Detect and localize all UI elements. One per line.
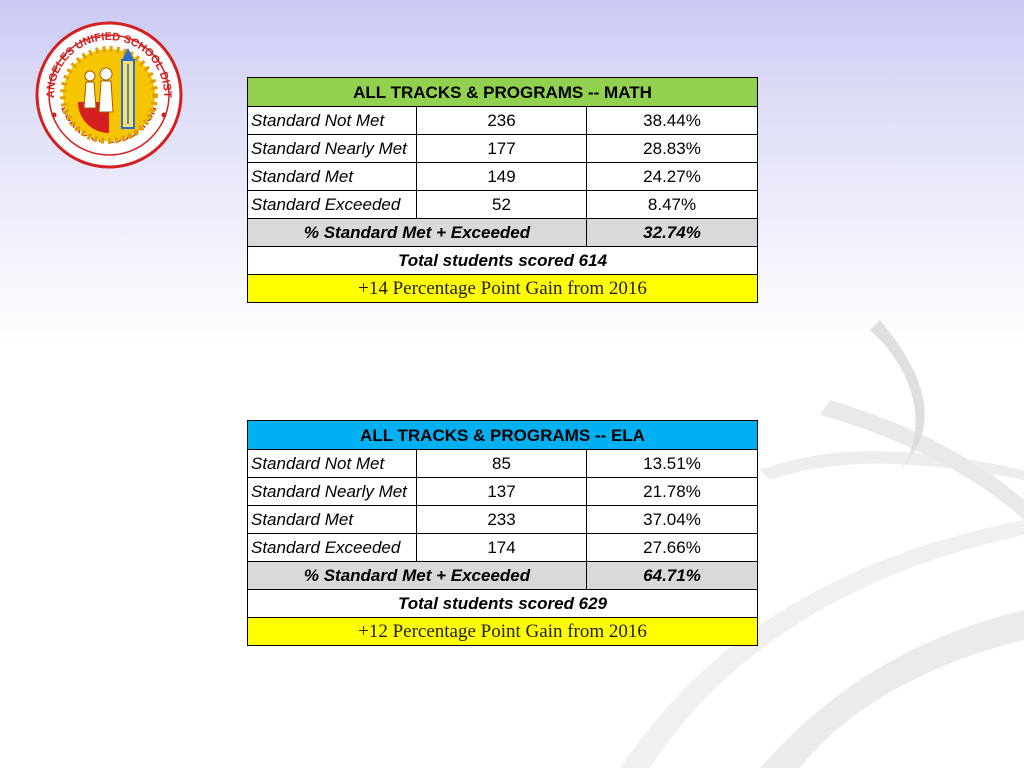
row-percent: 28.83% xyxy=(585,134,759,163)
table-row: Standard Not Met 85 13.51% xyxy=(247,449,759,478)
row-count: 137 xyxy=(416,477,587,506)
table-header-row: ALL TRACKS & PROGRAMS -- MATH xyxy=(246,77,759,107)
gain-text: +14 Percentage Point Gain from 2016 xyxy=(246,274,759,303)
row-percent: 37.04% xyxy=(585,505,759,534)
row-label: Standard Not Met xyxy=(247,106,417,135)
table-row: Standard Met 233 37.04% xyxy=(247,505,759,534)
row-count: 236 xyxy=(416,106,587,135)
row-percent: 8.47% xyxy=(585,190,759,219)
row-percent: 27.66% xyxy=(585,533,759,562)
math-results-table: ALL TRACKS & PROGRAMS -- MATH Standard N… xyxy=(246,77,759,303)
met-exceeded-value: 32.74% xyxy=(585,218,759,247)
met-exceeded-row: % Standard Met + Exceeded 64.71% xyxy=(247,561,759,590)
total-students: Total students scored 614 xyxy=(246,246,759,275)
row-count: 85 xyxy=(416,449,587,478)
total-row: Total students scored 614 xyxy=(246,246,759,275)
ela-results-table: ALL TRACKS & PROGRAMS -- ELA Standard No… xyxy=(246,420,759,646)
row-label: Standard Nearly Met xyxy=(247,134,417,163)
row-label: Standard Exceeded xyxy=(247,533,417,562)
table-header-row: ALL TRACKS & PROGRAMS -- ELA xyxy=(246,420,759,450)
table-row: Standard Exceeded 174 27.66% xyxy=(247,533,759,562)
row-percent: 13.51% xyxy=(585,449,759,478)
row-count: 52 xyxy=(416,190,587,219)
row-count: 233 xyxy=(416,505,587,534)
met-exceeded-label: % Standard Met + Exceeded xyxy=(247,561,587,590)
lausd-seal-logo: LOS ANGELES UNIFIED SCHOOL DISTRICT BOAR… xyxy=(34,20,183,169)
row-count: 149 xyxy=(416,162,587,191)
gain-row: +12 Percentage Point Gain from 2016 xyxy=(246,617,759,646)
gain-text: +12 Percentage Point Gain from 2016 xyxy=(246,617,759,646)
table-row: Standard Exceeded 52 8.47% xyxy=(247,190,759,219)
table-row: Standard Met 149 24.27% xyxy=(247,162,759,191)
row-percent: 38.44% xyxy=(585,106,759,135)
met-exceeded-value: 64.71% xyxy=(585,561,759,590)
row-percent: 21.78% xyxy=(585,477,759,506)
seal-sun-icon xyxy=(60,46,158,144)
table-row: Standard Nearly Met 177 28.83% xyxy=(247,134,759,163)
row-percent: 24.27% xyxy=(585,162,759,191)
row-label: Standard Nearly Met xyxy=(247,477,417,506)
ela-table-title: ALL TRACKS & PROGRAMS -- ELA xyxy=(246,420,759,450)
row-count: 177 xyxy=(416,134,587,163)
row-label: Standard Met xyxy=(247,505,417,534)
total-row: Total students scored 629 xyxy=(246,589,759,618)
met-exceeded-row: % Standard Met + Exceeded 32.74% xyxy=(247,218,759,247)
math-table-title: ALL TRACKS & PROGRAMS -- MATH xyxy=(246,77,759,107)
met-exceeded-label: % Standard Met + Exceeded xyxy=(247,218,587,247)
total-students: Total students scored 629 xyxy=(246,589,759,618)
table-row: Standard Nearly Met 137 21.78% xyxy=(247,477,759,506)
gain-row: +14 Percentage Point Gain from 2016 xyxy=(246,274,759,303)
row-label: Standard Exceeded xyxy=(247,190,417,219)
table-row: Standard Not Met 236 38.44% xyxy=(247,106,759,135)
row-count: 174 xyxy=(416,533,587,562)
row-label: Standard Not Met xyxy=(247,449,417,478)
row-label: Standard Met xyxy=(247,162,417,191)
